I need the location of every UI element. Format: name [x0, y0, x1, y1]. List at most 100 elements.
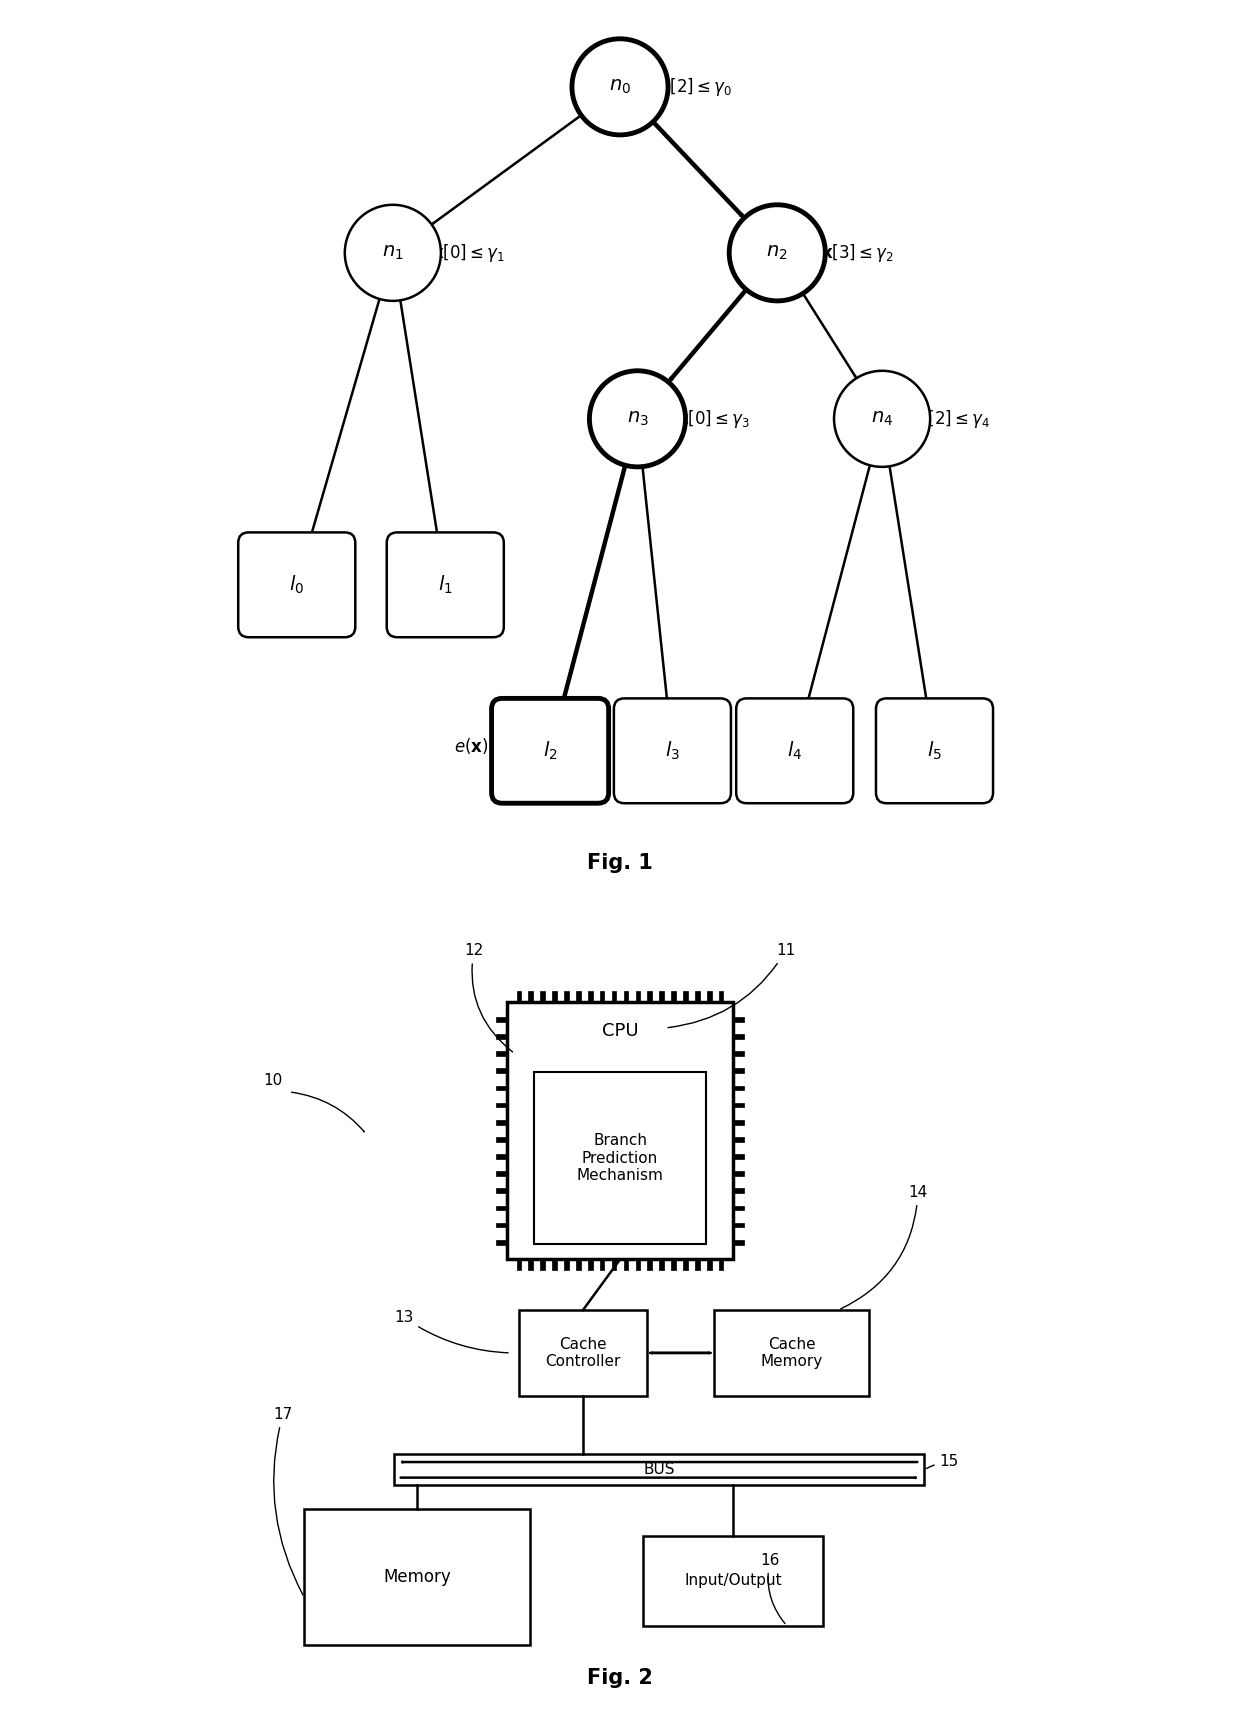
Bar [507, 1002, 733, 1259]
Bar [694, 1259, 699, 1271]
Text: $n_4$: $n_4$ [870, 409, 893, 428]
Bar [496, 1223, 507, 1228]
Text: Fig. 1: Fig. 1 [587, 853, 653, 874]
Bar [733, 1223, 744, 1228]
Bar [733, 1206, 744, 1211]
Bar [624, 992, 629, 1002]
Text: $\mathbf{x}[2] \leq \gamma_0$: $\mathbf{x}[2] \leq \gamma_0$ [660, 75, 733, 98]
Text: 10: 10 [264, 1072, 283, 1088]
Text: Branch
Prediction
Mechanism: Branch Prediction Mechanism [577, 1134, 663, 1184]
Bar [552, 992, 557, 1002]
Bar [577, 992, 580, 1002]
Bar [517, 1259, 521, 1271]
Bar [733, 1086, 744, 1089]
Bar [552, 1259, 557, 1271]
Bar [671, 992, 676, 1002]
Bar [394, 1454, 924, 1485]
Bar [611, 1259, 616, 1271]
Text: $\mathbf{x}[0] \leq \gamma_3$: $\mathbf{x}[0] \leq \gamma_3$ [677, 408, 750, 430]
Bar [577, 1259, 580, 1271]
Bar [733, 1120, 744, 1124]
Bar [707, 1259, 712, 1271]
Bar [564, 992, 569, 1002]
Text: $l_1$: $l_1$ [438, 574, 453, 596]
Bar [496, 1052, 507, 1055]
Bar [647, 1259, 652, 1271]
Text: $\mathbf{x}[2] \leq \gamma_4$: $\mathbf{x}[2] \leq \gamma_4$ [918, 408, 991, 430]
Bar [564, 1259, 569, 1271]
Bar [733, 1189, 744, 1194]
Text: $e(\mathbf{x})$: $e(\mathbf{x})$ [454, 737, 489, 757]
Bar [636, 992, 640, 1002]
Bar [683, 992, 688, 1002]
Text: $n_1$: $n_1$ [382, 243, 404, 262]
Bar [588, 992, 593, 1002]
Bar [496, 1120, 507, 1124]
Bar [517, 992, 521, 1002]
Text: $l_2$: $l_2$ [543, 740, 558, 762]
Bar [733, 1018, 744, 1021]
Text: $\mathbf{x}[0] \leq \gamma_1$: $\mathbf{x}[0] \leq \gamma_1$ [433, 242, 505, 264]
Circle shape [729, 206, 826, 301]
Circle shape [345, 206, 441, 301]
Bar [719, 992, 723, 1002]
FancyBboxPatch shape [387, 533, 503, 637]
Text: Cache
Controller: Cache Controller [546, 1336, 621, 1369]
Bar [660, 992, 663, 1002]
Bar [518, 1310, 647, 1396]
Bar [528, 1259, 533, 1271]
Bar [647, 992, 652, 1002]
FancyBboxPatch shape [737, 699, 853, 803]
Bar [707, 992, 712, 1002]
Bar [624, 1259, 629, 1271]
Bar [496, 1172, 507, 1177]
Text: CPU: CPU [601, 1021, 639, 1040]
FancyBboxPatch shape [875, 699, 993, 803]
FancyBboxPatch shape [491, 699, 609, 803]
Bar [496, 1035, 507, 1038]
Bar [713, 1310, 869, 1396]
Bar [733, 1035, 744, 1038]
Bar [660, 1259, 663, 1271]
Text: $n_3$: $n_3$ [626, 409, 649, 428]
Text: $\mathbf{x}[3] \leq \gamma_2$: $\mathbf{x}[3] \leq \gamma_2$ [821, 242, 894, 264]
Bar [644, 1537, 822, 1626]
Text: BUS: BUS [644, 1463, 675, 1477]
Bar [496, 1155, 507, 1160]
Bar [733, 1103, 744, 1107]
Text: 17: 17 [273, 1406, 303, 1595]
Bar [733, 1137, 744, 1141]
Text: Cache
Memory: Cache Memory [760, 1336, 822, 1369]
Bar [733, 1155, 744, 1160]
FancyBboxPatch shape [614, 699, 730, 803]
Text: Input/Output: Input/Output [684, 1574, 782, 1588]
Text: 11: 11 [668, 944, 795, 1028]
Text: 13: 13 [394, 1310, 508, 1353]
Text: 12: 12 [464, 944, 512, 1052]
Text: Memory: Memory [383, 1567, 451, 1586]
Bar [683, 1259, 688, 1271]
Bar [694, 992, 699, 1002]
Bar [541, 1259, 546, 1271]
Text: Fig. 2: Fig. 2 [587, 1668, 653, 1687]
Bar [671, 1259, 676, 1271]
Bar [496, 1137, 507, 1141]
Bar [719, 1259, 723, 1271]
Bar [611, 992, 616, 1002]
Bar [496, 1240, 507, 1245]
FancyBboxPatch shape [238, 533, 356, 637]
Bar [588, 1259, 593, 1271]
Bar [636, 1259, 640, 1271]
Text: 14: 14 [841, 1185, 928, 1309]
Bar [541, 992, 546, 1002]
Text: $l_0$: $l_0$ [289, 574, 304, 596]
Bar [496, 1189, 507, 1194]
Bar [496, 1206, 507, 1211]
Bar [496, 1018, 507, 1021]
Circle shape [572, 39, 668, 135]
Text: $n_0$: $n_0$ [609, 77, 631, 96]
Bar [733, 1240, 744, 1245]
Circle shape [835, 370, 930, 468]
Bar [304, 1509, 531, 1644]
Bar [528, 992, 533, 1002]
